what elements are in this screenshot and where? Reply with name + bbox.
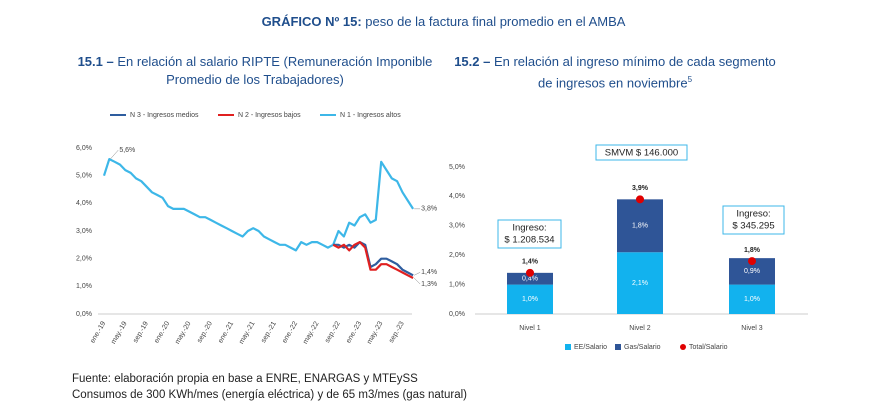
subtitle: 15.2 – En relación al ingreso mínimo de …	[450, 53, 780, 92]
line-series	[102, 158, 415, 252]
source-line: Fuente: elaboración propia en base a ENR…	[72, 373, 418, 385]
total-dot	[526, 268, 534, 277]
legend-label: N 2 - Ingresos bajos	[238, 112, 301, 119]
y-tick-label: 3,0%	[449, 223, 465, 230]
data-label: 0,4%	[522, 276, 538, 283]
x-tick-label: may.-23	[366, 320, 384, 345]
legend-swatch	[565, 344, 571, 350]
x-tick-label: Nivel 3	[741, 325, 763, 332]
y-tick-label: 0,0%	[76, 311, 92, 318]
data-label: 5,6%	[119, 147, 135, 154]
legend-label: N 3 - Ingresos medios	[130, 112, 199, 119]
reference-label: SMVM $ 146.000	[605, 148, 678, 159]
income-label: $ 1.208.534	[504, 235, 554, 246]
data-label: 1,0%	[522, 296, 538, 303]
total-dot	[636, 195, 644, 204]
label-leader	[110, 149, 119, 160]
reference-box	[595, 144, 688, 161]
x-tick-label: ene.-19	[89, 320, 107, 344]
subtitle-number: 15.2 –	[454, 54, 491, 69]
x-tick-label: sep.-20	[196, 320, 214, 344]
bar-segment	[507, 272, 553, 285]
legend-swatch	[615, 344, 621, 350]
header-title: peso de la factura final promedio en el …	[365, 14, 626, 29]
total-dot	[748, 257, 756, 266]
legend-label: Total/Salario	[689, 344, 728, 351]
data-label: 1,4%	[522, 259, 539, 266]
x-tick-label: may.-19	[110, 320, 128, 345]
x-tick-label: sep.-21	[260, 320, 278, 344]
bar-segment	[507, 284, 553, 314]
x-tick-label: sep.-19	[132, 320, 150, 344]
x-tick-label: Nivel 2	[629, 325, 651, 332]
bar-segment	[617, 252, 663, 314]
footnote-mark: 5	[687, 75, 693, 84]
x-tick-label: may.-21	[238, 320, 256, 345]
subtitle: 15.1 – En relación al salario RIPTE (Rem…	[70, 53, 440, 89]
label-leader	[414, 272, 421, 276]
subtitle-text: En relación al salario RIPTE (Remuneraci…	[117, 54, 433, 87]
x-tick-label: may.-20	[174, 320, 192, 345]
label-leader	[413, 277, 421, 285]
data-label: 1,0%	[744, 296, 760, 303]
subtitle-text: En relación al ingreso mínimo de cada se…	[493, 54, 776, 91]
data-label: 3,8%	[421, 206, 437, 213]
x-tick-label: sep.-23	[388, 320, 406, 344]
y-tick-label: 5,0%	[449, 164, 465, 171]
x-tick-label: may.-22	[302, 320, 320, 345]
data-label: 1,8%	[632, 223, 648, 230]
header-label: GRÁFICO Nº 15:	[261, 14, 362, 29]
x-tick-label: Nivel 1	[519, 325, 541, 332]
y-tick-label: 1,0%	[449, 281, 465, 288]
data-label: 2,1%	[632, 280, 648, 287]
header: GRÁFICO Nº 15: peso de la factura final …	[0, 14, 887, 29]
data-label: 3,9%	[632, 185, 649, 192]
line-series	[332, 241, 414, 279]
y-tick-label: 6,0%	[76, 145, 92, 152]
income-label: $ 345.295	[732, 221, 774, 232]
y-tick-label: 4,0%	[76, 200, 92, 207]
y-tick-label: 2,0%	[449, 252, 465, 259]
income-box	[722, 205, 785, 235]
y-tick-label: 1,0%	[76, 283, 92, 290]
legend-label: EE/Salario	[574, 344, 607, 351]
y-tick-label: 4,0%	[449, 193, 465, 200]
bar-segment	[729, 284, 775, 314]
data-label: 1,4%	[421, 269, 437, 276]
data-label: 1,3%	[421, 281, 437, 288]
income-label: Ingreso:	[512, 223, 546, 234]
x-tick-label: ene.-21	[217, 320, 235, 344]
bar-segment	[617, 199, 663, 253]
legend-swatch	[680, 344, 686, 350]
y-tick-label: 0,0%	[449, 311, 465, 318]
x-tick-label: ene.-23	[345, 320, 363, 344]
y-tick-label: 2,0%	[76, 256, 92, 263]
subtitle-number: 15.1 –	[77, 54, 114, 69]
x-tick-label: ene.-22	[281, 320, 299, 344]
legend-label: N 1 - Ingresos altos	[340, 112, 401, 119]
source-line: Consumos de 300 KWh/mes (energía eléctri…	[72, 389, 468, 401]
income-box	[497, 219, 562, 249]
x-tick-label: ene.-20	[153, 320, 171, 344]
income-label: Ingreso:	[736, 209, 770, 220]
x-tick-label: sep.-22	[324, 320, 342, 344]
data-label: 1,8%	[744, 247, 761, 254]
y-tick-label: 3,0%	[76, 228, 92, 235]
y-tick-label: 5,0%	[76, 173, 92, 180]
legend-label: Gas/Salario	[624, 344, 661, 351]
data-label: 0,9%	[744, 268, 760, 275]
